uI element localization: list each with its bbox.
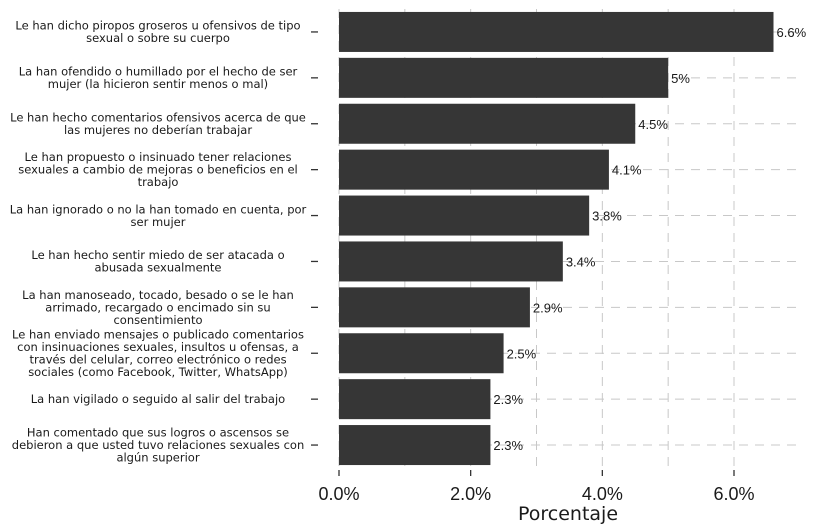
bar — [339, 11, 774, 52]
bar — [339, 287, 530, 328]
bar — [339, 103, 636, 144]
x-tick-label: 2.0% — [450, 484, 491, 504]
bar — [339, 425, 491, 466]
bar — [339, 379, 491, 420]
category-label: La han manoseado, tocado, besado o se le… — [22, 288, 294, 327]
x-tick-label: 4.0% — [582, 484, 623, 504]
category-label: Le han hecho sentir miedo de ser atacada… — [31, 248, 284, 275]
category-label: La han ofendido o humillado por el hecho… — [19, 65, 298, 92]
value-label: 6.6% — [777, 25, 807, 40]
category-label: La han ignorado o no la han tomado en cu… — [10, 202, 307, 229]
bar — [339, 333, 504, 374]
value-label: 2.3% — [493, 438, 523, 453]
value-label: 2.5% — [507, 346, 537, 361]
category-labels: Le han dicho piropos groseros u ofensivo… — [10, 19, 307, 465]
value-label: 2.3% — [493, 392, 523, 407]
bar — [339, 57, 669, 98]
bar — [339, 241, 563, 282]
category-label: Le han hecho comentarios ofensivos acerc… — [10, 111, 306, 138]
category-label: Han comentado que sus logros o ascensos … — [12, 426, 304, 465]
value-label: 3.4% — [566, 254, 596, 269]
category-label: Le han propuesto o insinuado tener relac… — [18, 150, 298, 189]
category-label: La han vigilado o seguido al salir del t… — [31, 392, 285, 406]
value-labels: 6.6% 5% 4.5% 4.1% 3.8% 3.4% 2.9% 2.5% 2.3% 2.3% — [493, 25, 806, 453]
x-tick-label: 0.0% — [318, 484, 359, 504]
value-label: 5% — [671, 71, 690, 86]
value-label: 4.5% — [638, 117, 668, 132]
value-label: 2.9% — [533, 300, 563, 315]
bar — [339, 195, 590, 236]
value-label: 4.1% — [612, 163, 642, 178]
x-tick-label: 6.0% — [713, 484, 754, 504]
bar — [339, 149, 609, 190]
category-label: Le han enviado mensajes o publicado come… — [12, 328, 304, 380]
bars — [339, 11, 774, 466]
value-label: 3.8% — [592, 209, 622, 224]
category-label: Le han dicho piropos groseros u ofensivo… — [15, 19, 300, 46]
x-axis-title: Porcentaje — [518, 503, 618, 524]
x-axis-ticks: 0.0% 2.0% 4.0% 6.0% — [311, 31, 755, 504]
